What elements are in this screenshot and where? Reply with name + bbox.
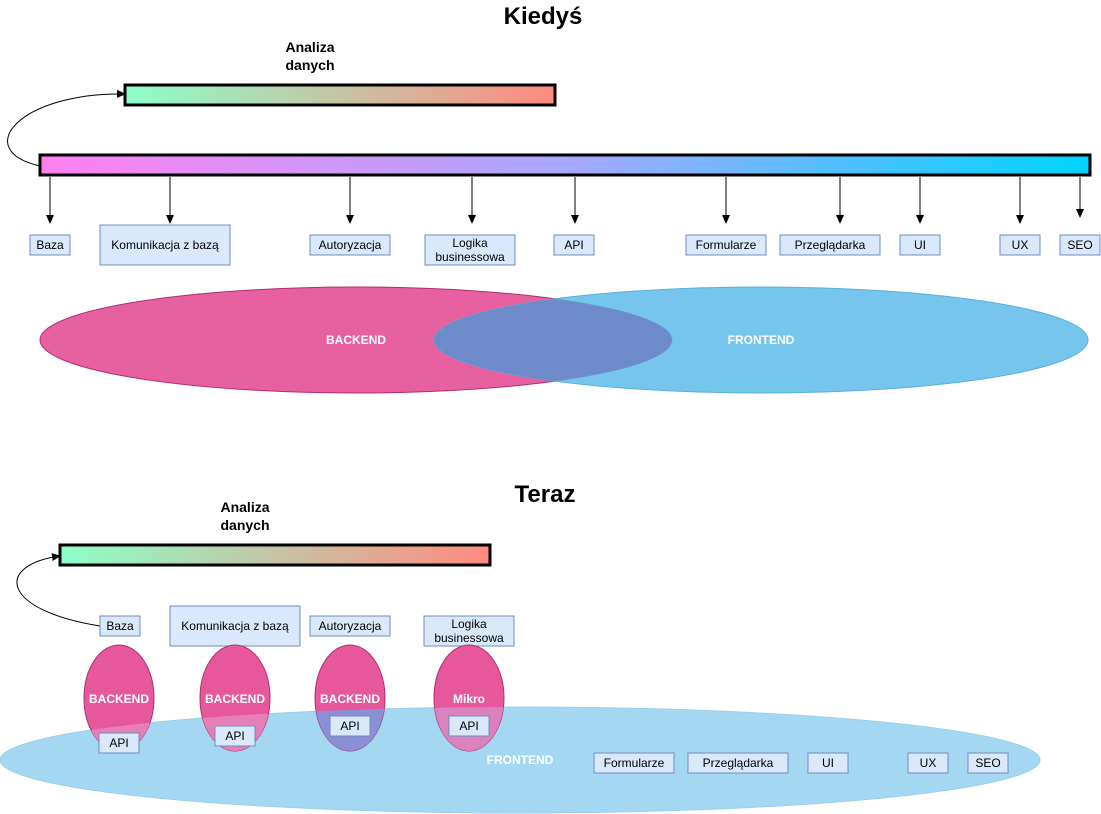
box-logika-now: Logika businessowa bbox=[423, 615, 515, 647]
box-ux: UX bbox=[999, 234, 1041, 256]
fullstack-bar bbox=[38, 153, 1092, 177]
box-logika-now-label-line2: businessowa bbox=[434, 631, 504, 645]
box-autoryzacja: Autoryzacja bbox=[309, 234, 391, 256]
api-box-2-label: API bbox=[225, 729, 244, 743]
bar-arrows bbox=[46, 177, 1084, 224]
api-box-1-label: API bbox=[109, 736, 128, 750]
box-formularze-now: Formularze bbox=[593, 752, 675, 774]
analysis-bar bbox=[123, 83, 557, 107]
box-logika-label-line1: Logika bbox=[452, 236, 488, 250]
service-label-3: BACKEND bbox=[320, 692, 380, 706]
box-przegladarka-now: Przeglądarka bbox=[687, 752, 789, 774]
box-formularze: Formularze bbox=[685, 234, 767, 256]
box-ui-label: UI bbox=[914, 238, 926, 252]
backend-label: BACKEND bbox=[326, 333, 386, 347]
overlap-region bbox=[434, 287, 672, 393]
box-autoryzacja-now: Autoryzacja bbox=[309, 615, 391, 637]
box-baza-label: Baza bbox=[36, 238, 64, 252]
box-logika-now-label-line1: Logika bbox=[451, 617, 487, 631]
analysis-label-line2: danych bbox=[285, 57, 334, 73]
box-komunikacja: Komunikacja z bazą bbox=[99, 224, 231, 266]
box-logika: Logika businessowa bbox=[424, 234, 516, 266]
box-api: API bbox=[553, 234, 595, 256]
box-przegladarka-now-label: Przeglądarka bbox=[703, 756, 774, 770]
service-label-2: BACKEND bbox=[205, 692, 265, 706]
box-seo-label: SEO bbox=[1067, 238, 1092, 252]
box-ui-now: UI bbox=[807, 752, 849, 774]
api-box-1: API bbox=[98, 732, 140, 754]
frontend-label: FRONTEND bbox=[728, 333, 795, 347]
frontend-label-now: FRONTEND bbox=[487, 753, 554, 767]
api-box-4: API bbox=[448, 715, 490, 737]
box-ui: UI bbox=[899, 234, 941, 256]
box-ux-label: UX bbox=[1012, 238, 1029, 252]
box-przegladarka-label: Przeglądarka bbox=[795, 238, 866, 252]
api-box-2: API bbox=[214, 725, 256, 747]
box-ux-now: UX bbox=[907, 752, 949, 774]
box-ux-now-label: UX bbox=[920, 756, 937, 770]
analysis-label-line1: Analiza bbox=[285, 39, 334, 55]
analysis-label-now-line1: Analiza bbox=[220, 499, 269, 515]
api-box-3: API bbox=[329, 715, 371, 737]
box-ui-now-label: UI bbox=[822, 756, 834, 770]
service-label-1: BACKEND bbox=[89, 692, 149, 706]
box-baza-now: Baza bbox=[99, 615, 141, 637]
curved-arrow-now bbox=[16, 553, 101, 627]
box-seo-now: SEO bbox=[967, 752, 1009, 774]
section-title-now: Teraz bbox=[515, 481, 576, 508]
box-seo-now-label: SEO bbox=[975, 756, 1000, 770]
analysis-bar-now bbox=[58, 543, 492, 567]
service-overlap-2 bbox=[200, 707, 270, 751]
box-komunikacja-now: Komunikacja z bazą bbox=[169, 605, 301, 647]
api-box-4-label: API bbox=[459, 719, 478, 733]
box-przegladarka: Przeglądarka bbox=[779, 234, 881, 256]
box-api-label: API bbox=[564, 238, 583, 252]
box-autoryzacja-label: Autoryzacja bbox=[319, 238, 382, 252]
box-baza-now-label: Baza bbox=[106, 619, 134, 633]
api-box-3-label: API bbox=[340, 719, 359, 733]
box-seo: SEO bbox=[1059, 234, 1101, 256]
section-title-past: Kiedyś bbox=[504, 3, 583, 30]
box-autoryzacja-now-label: Autoryzacja bbox=[319, 619, 382, 633]
box-komunikacja-now-label: Komunikacja z bazą bbox=[181, 619, 289, 633]
service-label-4: Mikro bbox=[453, 692, 485, 706]
analysis-label-now-line2: danych bbox=[220, 517, 269, 533]
box-komunikacja-label: Komunikacja z bazą bbox=[111, 238, 219, 252]
box-logika-label-line2: businessowa bbox=[435, 250, 505, 264]
box-formularze-now-label: Formularze bbox=[604, 756, 665, 770]
box-baza: Baza bbox=[29, 234, 71, 256]
box-formularze-label: Formularze bbox=[696, 238, 757, 252]
curved-arrow-past bbox=[7, 89, 126, 167]
